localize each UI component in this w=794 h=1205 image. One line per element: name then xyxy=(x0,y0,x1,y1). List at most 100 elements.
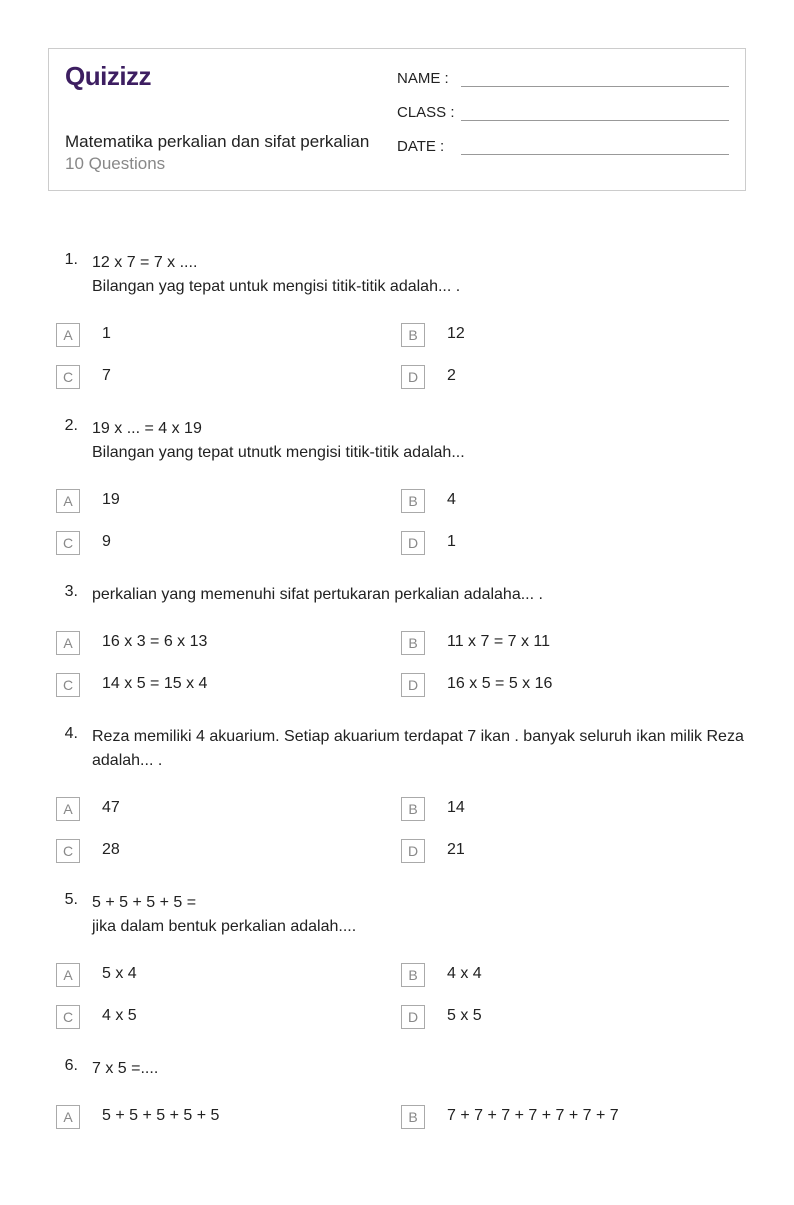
question-3-option-d[interactable]: D 16 x 5 = 5 x 16 xyxy=(401,673,746,697)
question-1-option-b[interactable]: B12 xyxy=(401,323,746,347)
question-5-option-d[interactable]: D 5 x 5 xyxy=(401,1005,746,1029)
option-letter: C xyxy=(56,531,80,555)
question-4-option-d[interactable]: D 21 xyxy=(401,839,746,863)
option-text: 16 x 3 = 6 x 13 xyxy=(102,631,207,651)
question-5: 5.5 + 5 + 5 + 5 = jika dalam bentuk perk… xyxy=(56,891,746,1029)
quiz-count: 10 Questions xyxy=(65,154,397,174)
option-letter: B xyxy=(401,1105,425,1129)
question-3-number: 3. xyxy=(56,583,92,607)
option-text: 7 + 7 + 7 + 7 + 7 + 7 + 7 xyxy=(447,1105,619,1125)
date-label: DATE : xyxy=(397,138,457,155)
question-4-text: Reza memiliki 4 akuarium. Setiap akuariu… xyxy=(92,725,746,773)
question-6-option-b[interactable]: B 7 + 7 + 7 + 7 + 7 + 7 + 7 xyxy=(401,1105,746,1129)
option-text: 21 xyxy=(447,839,465,859)
option-text: 4 xyxy=(447,489,456,509)
name-field-row: NAME : xyxy=(397,67,729,87)
question-1-option-a[interactable]: A1 xyxy=(56,323,401,347)
quizizz-logo: Quizizz xyxy=(65,61,397,92)
option-letter: D xyxy=(401,673,425,697)
option-letter: A xyxy=(56,963,80,987)
option-text: 14 xyxy=(447,797,465,817)
question-4: 4.Reza memiliki 4 akuarium. Setiap akuar… xyxy=(56,725,746,863)
question-4-number: 4. xyxy=(56,725,92,773)
question-2-options: A19B4C9D1 xyxy=(56,489,746,555)
option-letter: D xyxy=(401,839,425,863)
option-text: 4 x 5 xyxy=(102,1005,137,1025)
date-line[interactable] xyxy=(461,135,729,155)
question-3-option-c[interactable]: C14 x 5 = 15 x 4 xyxy=(56,673,401,697)
option-letter: A xyxy=(56,631,80,655)
question-2: 2.19 x ... = 4 x 19 Bilangan yang tepat … xyxy=(56,417,746,555)
header-box: Quizizz Matematika perkalian dan sifat p… xyxy=(48,48,746,191)
worksheet-page: Quizizz Matematika perkalian dan sifat p… xyxy=(0,0,794,1205)
question-1: 1.12 x 7 = 7 x .... Bilangan yag tepat u… xyxy=(56,251,746,389)
question-2-text: 19 x ... = 4 x 19 Bilangan yang tepat ut… xyxy=(92,417,746,465)
option-letter: C xyxy=(56,1005,80,1029)
option-letter: A xyxy=(56,323,80,347)
name-label: NAME : xyxy=(397,70,457,87)
question-1-option-d[interactable]: D2 xyxy=(401,365,746,389)
question-6: 6.7 x 5 =....A5 + 5 + 5 + 5 + 5B7 + 7 + … xyxy=(56,1057,746,1129)
question-4-option-b[interactable]: B 14 xyxy=(401,797,746,821)
option-letter: B xyxy=(401,489,425,513)
option-letter: C xyxy=(56,673,80,697)
question-3-text: perkalian yang memenuhi sifat pertukaran… xyxy=(92,583,746,607)
question-5-option-a[interactable]: A 5 x 4 xyxy=(56,963,401,987)
question-5-header: 5.5 + 5 + 5 + 5 = jika dalam bentuk perk… xyxy=(56,891,746,939)
option-text: 19 xyxy=(102,489,120,509)
option-text: 5 + 5 + 5 + 5 + 5 xyxy=(102,1105,219,1125)
question-1-text: 12 x 7 = 7 x .... Bilangan yag tepat unt… xyxy=(92,251,746,299)
question-6-options: A 5 + 5 + 5 + 5 + 5 B 7 + 7 + 7 + 7 + 7 + 7… xyxy=(56,1105,746,1129)
option-letter: D xyxy=(401,1005,425,1029)
question-5-option-b[interactable]: B 4 x 4 xyxy=(401,963,746,987)
question-4-option-c[interactable]: C28 xyxy=(56,839,401,863)
option-letter: A xyxy=(56,797,80,821)
option-text: 9 xyxy=(102,531,111,551)
header-right: NAME : CLASS : DATE : xyxy=(397,61,729,174)
option-letter: B xyxy=(401,631,425,655)
quiz-title: Matematika perkalian dan sifat perkalian xyxy=(65,132,397,152)
option-letter: B xyxy=(401,963,425,987)
question-3-options: A 16 x 3 = 6 x 13 B 11 x 7 = 7 x 11 C14 x 5 … xyxy=(56,631,746,697)
name-line[interactable] xyxy=(461,67,729,87)
header-left: Quizizz Matematika perkalian dan sifat p… xyxy=(65,61,397,174)
option-text: 47 xyxy=(102,797,120,817)
option-text: 1 xyxy=(447,531,456,551)
question-1-number: 1. xyxy=(56,251,92,299)
question-1-header: 1.12 x 7 = 7 x .... Bilangan yag tepat u… xyxy=(56,251,746,299)
option-letter: B xyxy=(401,323,425,347)
question-1-options: A1B12C7D2 xyxy=(56,323,746,389)
class-label: CLASS : xyxy=(397,104,457,121)
option-text: 16 x 5 = 5 x 16 xyxy=(447,673,552,693)
option-letter: B xyxy=(401,797,425,821)
option-letter: C xyxy=(56,839,80,863)
question-3-option-b[interactable]: B 11 x 7 = 7 x 11 xyxy=(401,631,746,655)
question-3-header: 3.perkalian yang memenuhi sifat pertukar… xyxy=(56,583,746,607)
option-text: 4 x 4 xyxy=(447,963,482,983)
option-letter: C xyxy=(56,365,80,389)
option-text: 5 x 4 xyxy=(102,963,137,983)
option-letter: D xyxy=(401,365,425,389)
option-text: 11 x 7 = 7 x 11 xyxy=(447,631,550,651)
class-line[interactable] xyxy=(461,101,729,121)
questions-container: 1.12 x 7 = 7 x .... Bilangan yag tepat u… xyxy=(48,251,746,1129)
question-2-option-c[interactable]: C9 xyxy=(56,531,401,555)
option-letter: A xyxy=(56,1105,80,1129)
question-5-option-c[interactable]: C 4 x 5 xyxy=(56,1005,401,1029)
option-text: 2 xyxy=(447,365,456,385)
question-4-options: A 47 B 14 C28D 21 xyxy=(56,797,746,863)
question-6-option-a[interactable]: A 5 + 5 + 5 + 5 + 5 xyxy=(56,1105,401,1129)
question-3-option-a[interactable]: A 16 x 3 = 6 x 13 xyxy=(56,631,401,655)
option-text: 1 xyxy=(102,323,111,343)
option-text: 5 x 5 xyxy=(447,1005,482,1025)
question-2-option-d[interactable]: D1 xyxy=(401,531,746,555)
question-2-number: 2. xyxy=(56,417,92,465)
question-2-header: 2.19 x ... = 4 x 19 Bilangan yang tepat … xyxy=(56,417,746,465)
option-letter: D xyxy=(401,531,425,555)
question-2-option-b[interactable]: B4 xyxy=(401,489,746,513)
question-1-option-c[interactable]: C7 xyxy=(56,365,401,389)
question-2-option-a[interactable]: A 19 xyxy=(56,489,401,513)
question-3: 3.perkalian yang memenuhi sifat pertukar… xyxy=(56,583,746,697)
option-letter: A xyxy=(56,489,80,513)
question-4-option-a[interactable]: A 47 xyxy=(56,797,401,821)
